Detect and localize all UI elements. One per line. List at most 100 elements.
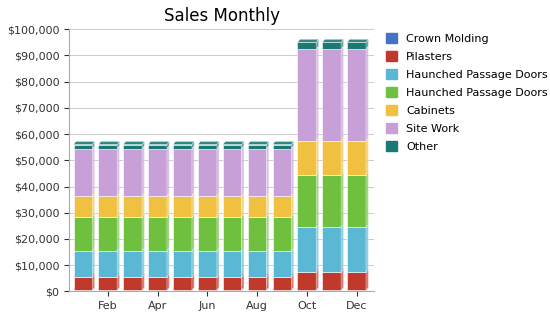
Polygon shape [74, 145, 95, 149]
Polygon shape [292, 192, 294, 217]
Polygon shape [347, 287, 369, 290]
Bar [248, 149, 266, 196]
Polygon shape [316, 287, 318, 291]
Polygon shape [298, 137, 318, 141]
Bar [298, 141, 316, 175]
Bar [248, 290, 266, 291]
Polygon shape [192, 287, 194, 291]
Polygon shape [117, 274, 119, 290]
Polygon shape [98, 248, 119, 251]
Polygon shape [266, 142, 269, 149]
Polygon shape [266, 274, 269, 290]
Polygon shape [167, 248, 169, 277]
Polygon shape [316, 268, 318, 290]
Bar [347, 175, 366, 227]
Polygon shape [273, 248, 294, 251]
Polygon shape [347, 39, 369, 42]
Polygon shape [74, 142, 95, 145]
Polygon shape [223, 192, 244, 196]
Bar [148, 290, 167, 291]
Bar [173, 290, 192, 291]
Polygon shape [292, 145, 294, 196]
Bar [74, 290, 92, 291]
Bar [74, 277, 92, 290]
Bar [198, 217, 217, 251]
Polygon shape [366, 137, 368, 175]
Bar [273, 149, 292, 196]
Polygon shape [322, 137, 344, 141]
Polygon shape [167, 142, 169, 149]
Bar [223, 277, 241, 290]
Polygon shape [298, 39, 318, 42]
Bar [248, 145, 266, 149]
Polygon shape [173, 145, 194, 149]
Polygon shape [173, 192, 194, 196]
Bar [322, 290, 341, 291]
Polygon shape [341, 46, 344, 141]
Polygon shape [248, 213, 269, 217]
Polygon shape [241, 213, 244, 251]
Bar [123, 145, 142, 149]
Bar [173, 251, 192, 277]
Bar [198, 251, 217, 277]
Polygon shape [316, 224, 318, 272]
Bar [298, 227, 316, 272]
Polygon shape [217, 192, 219, 217]
Polygon shape [117, 248, 119, 277]
Polygon shape [198, 142, 219, 145]
Polygon shape [316, 46, 318, 141]
Polygon shape [117, 145, 119, 196]
Polygon shape [173, 248, 194, 251]
Polygon shape [217, 142, 219, 149]
Polygon shape [316, 39, 318, 49]
Bar [123, 196, 142, 217]
Bar [347, 272, 366, 290]
Bar [322, 272, 341, 290]
Bar [198, 196, 217, 217]
Title: Sales Monthly: Sales Monthly [163, 7, 279, 25]
Polygon shape [292, 248, 294, 277]
Bar [173, 145, 192, 149]
Polygon shape [347, 137, 369, 141]
Polygon shape [192, 248, 194, 277]
Polygon shape [316, 172, 318, 227]
Polygon shape [74, 274, 95, 277]
Bar [347, 227, 366, 272]
Bar [148, 149, 167, 196]
Polygon shape [322, 172, 344, 175]
Bar [322, 175, 341, 227]
Polygon shape [248, 192, 269, 196]
Bar [74, 145, 92, 149]
Polygon shape [273, 192, 294, 196]
Polygon shape [198, 213, 219, 217]
Polygon shape [148, 274, 169, 277]
Polygon shape [123, 192, 145, 196]
Polygon shape [198, 287, 219, 290]
Polygon shape [92, 213, 95, 251]
Polygon shape [248, 274, 269, 277]
Polygon shape [298, 46, 318, 49]
Polygon shape [248, 248, 269, 251]
Bar [347, 141, 366, 175]
Polygon shape [98, 192, 119, 196]
Bar [123, 149, 142, 196]
Bar [98, 277, 117, 290]
Polygon shape [341, 39, 344, 49]
Polygon shape [298, 268, 318, 272]
Bar [98, 196, 117, 217]
Polygon shape [167, 145, 169, 196]
Polygon shape [316, 137, 318, 175]
Polygon shape [192, 142, 194, 149]
Bar [98, 290, 117, 291]
Polygon shape [123, 145, 145, 149]
Polygon shape [192, 145, 194, 196]
Polygon shape [98, 274, 119, 277]
Bar [347, 49, 366, 141]
Bar [298, 175, 316, 227]
Polygon shape [322, 224, 344, 227]
Bar [74, 217, 92, 251]
Legend: Crown Molding, Pilasters, Haunched Passage Doors (Pair, Haunched Passage Doors (: Crown Molding, Pilasters, Haunched Passa… [383, 30, 550, 155]
Polygon shape [92, 142, 95, 149]
Bar [198, 149, 217, 196]
Polygon shape [241, 192, 244, 217]
